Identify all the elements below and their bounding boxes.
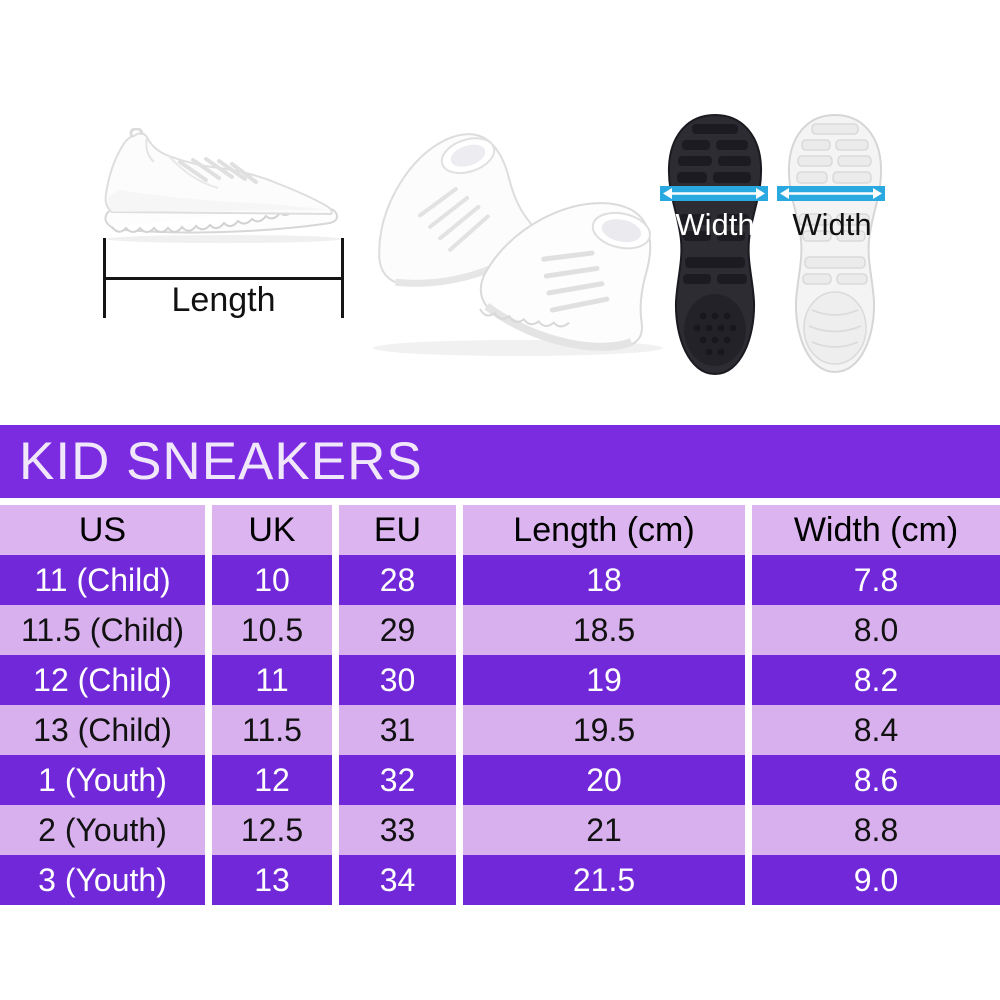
width-arrow-icon: [663, 188, 765, 199]
table-cell: 12 (Child): [0, 655, 205, 705]
table-cell: 2 (Youth): [0, 805, 205, 855]
length-label: Length: [171, 281, 276, 319]
table-cell: 9.0: [752, 855, 1000, 905]
col-header-width: Width (cm): [752, 505, 1000, 555]
width-measure-bar-right: [777, 186, 885, 201]
sneakers-pair-photo: [373, 133, 663, 356]
table-cell: 21: [463, 805, 745, 855]
table-cell: 8.6: [752, 755, 1000, 805]
sneaker-side-photo: [104, 128, 342, 243]
table-cell: 8.8: [752, 805, 1000, 855]
table-cell: 33: [339, 805, 456, 855]
sole-tread: [677, 124, 751, 284]
width-label-left: Width: [675, 207, 755, 242]
table-cell: 11: [212, 655, 332, 705]
table-cell: 29: [339, 605, 456, 655]
width-label-right: Width: [792, 207, 872, 242]
table-cell: 8.2: [752, 655, 1000, 705]
title-band: KID SNEAKERS: [0, 425, 1000, 498]
table-cell: 19: [463, 655, 745, 705]
table-cell: 8.4: [752, 705, 1000, 755]
table-cell: 13: [212, 855, 332, 905]
table-cell: 12: [212, 755, 332, 805]
table-cell: 34: [339, 855, 456, 905]
table-cell: 31: [339, 705, 456, 755]
col-header-us: US: [0, 505, 205, 555]
table-cell: 13 (Child): [0, 705, 205, 755]
col-header-length: Length (cm): [463, 505, 745, 555]
page-title: KID SNEAKERS: [19, 432, 423, 491]
table-cell: 11.5: [212, 705, 332, 755]
table-cell: 18.5: [463, 605, 745, 655]
table-cell: 19.5: [463, 705, 745, 755]
col-header-uk: UK: [212, 505, 332, 555]
table-cell: 11.5 (Child): [0, 605, 205, 655]
width-measure-bar-left: [660, 186, 768, 201]
table-cell: 18: [463, 555, 745, 605]
length-bracket-line: [103, 277, 344, 280]
table-cell: 10.5: [212, 605, 332, 655]
table-cell: 21.5: [463, 855, 745, 905]
table-cell: 8.0: [752, 605, 1000, 655]
sole-black-photo: [667, 113, 763, 376]
table-cell: 7.8: [752, 555, 1000, 605]
table-cell: 11 (Child): [0, 555, 205, 605]
table-cell: 1 (Youth): [0, 755, 205, 805]
width-arrow-icon: [780, 188, 882, 199]
sole-tread: [796, 123, 872, 285]
laces: [178, 157, 258, 184]
col-header-eu: EU: [339, 505, 456, 555]
table-cell: 3 (Youth): [0, 855, 205, 905]
table-cell: 10: [212, 555, 332, 605]
table-cell: 12.5: [212, 805, 332, 855]
table-cell: 30: [339, 655, 456, 705]
sole-white-photo: [787, 113, 883, 374]
table-cell: 20: [463, 755, 745, 805]
product-photos-section: Length: [0, 0, 1000, 425]
table-cell: 28: [339, 555, 456, 605]
size-table: US UK EU Length (cm) Width (cm) 11 (Chil…: [0, 505, 1000, 905]
table-cell: 32: [339, 755, 456, 805]
front-sneaker: [479, 202, 652, 351]
